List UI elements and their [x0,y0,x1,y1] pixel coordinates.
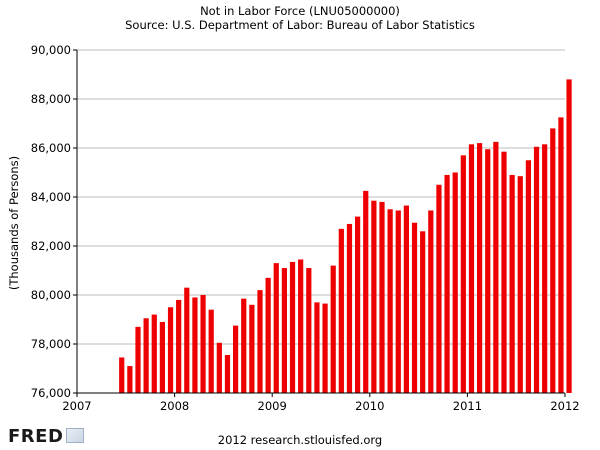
chart-subtitle: Source: U.S. Department of Labor: Bureau… [125,18,475,32]
tick-labels: 76,000 78,000 80,000 82,000 84,000 86,000 88,0… [31,43,580,413]
bar [322,303,328,393]
bar [314,302,320,393]
bar [411,222,418,393]
bar [566,79,572,394]
x-tick-label: 2010 [355,399,384,413]
bar [517,176,523,393]
bar [216,342,222,393]
y-tick-label: 80,000 [31,288,71,302]
bar [420,231,426,393]
bar [525,160,532,393]
chart-title: Not in Labor Force (LNU05000000) [200,4,400,18]
fred-logo-text: FRED [8,426,64,447]
x-tick-label: 2008 [160,399,189,413]
bar [151,314,157,393]
x-tick-label: 2007 [62,399,91,413]
bar [119,357,125,393]
bar [135,326,141,393]
x-tick-label: 2011 [453,399,482,413]
y-tick-label: 82,000 [31,239,71,253]
bar [167,307,174,393]
x-tick-label: 2012 [550,399,579,413]
y-tick-label: 76,000 [31,386,71,400]
bar [444,174,450,393]
bar [232,325,239,393]
bar [452,172,458,393]
bar [289,261,296,393]
axes [73,49,566,397]
bar [501,151,507,393]
bar [354,216,361,393]
y-tick-label: 84,000 [31,190,71,204]
bar [387,209,393,393]
y-tick-label: 78,000 [31,337,71,351]
bar [184,287,190,393]
credit-text: 2012 research.stlouisfed.org [217,433,383,447]
bar [363,190,369,393]
x-tick-label: 2009 [258,399,287,413]
y-tick-label: 88,000 [31,92,71,106]
bar [200,295,206,393]
bar [533,146,540,393]
fred-logo[interactable]: FRED [8,426,85,447]
bar [403,205,410,393]
bar [265,277,271,393]
y-tick-label: 86,000 [31,141,71,155]
bar [371,200,377,393]
bar [395,210,401,393]
bar [306,268,312,393]
bar [159,321,166,393]
bar [485,149,491,393]
bar [542,144,548,393]
bar [493,141,499,393]
bar [558,117,564,393]
bar [436,184,442,393]
bar [249,304,255,393]
gridlines [77,49,565,345]
chart-line-icon [66,428,85,443]
bar [460,155,466,393]
bar [281,268,288,393]
bar [338,228,344,393]
bars [119,79,572,394]
bar [273,263,279,393]
bar [550,128,556,393]
bar [428,210,434,393]
bar [379,201,385,393]
bar [192,297,198,393]
y-tick-label: 90,000 [31,43,71,57]
bar [509,174,515,393]
bar [241,298,247,393]
bar [127,366,133,393]
bar [298,259,304,393]
bar [476,143,483,393]
bar [176,299,182,393]
bar [224,355,231,393]
bar [468,144,475,393]
bar [208,309,214,393]
bar [257,290,263,393]
bar [143,318,149,393]
bar [330,265,336,393]
bar [346,223,353,393]
